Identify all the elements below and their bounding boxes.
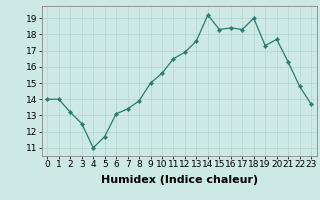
X-axis label: Humidex (Indice chaleur): Humidex (Indice chaleur) [100,175,258,185]
